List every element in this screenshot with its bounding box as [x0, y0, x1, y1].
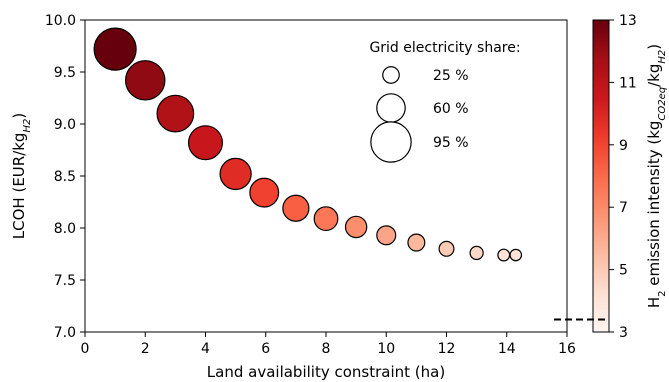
- y-tick-label: 7.0: [54, 325, 76, 341]
- legend-marker: [382, 66, 400, 84]
- legend-label: 60 %: [433, 101, 469, 117]
- y-tick-label: 7.5: [54, 273, 76, 289]
- x-tick-label: 2: [141, 341, 150, 357]
- data-point: [249, 177, 280, 208]
- colorbar-tick-label: 5: [619, 263, 628, 279]
- x-tick-label: 12: [438, 341, 456, 357]
- x-tick-label: 14: [498, 341, 516, 357]
- data-point: [156, 94, 195, 133]
- colorbar-label: H2 emission intensity (kgCO2eq/kgH2): [645, 44, 668, 308]
- data-point: [125, 60, 166, 101]
- colorbar-tick-label: 11: [619, 75, 637, 91]
- data-point: [219, 157, 252, 191]
- x-tick-label: 0: [81, 341, 90, 357]
- colorbar-tick-label: 3: [619, 325, 628, 341]
- y-tick-label: 8.0: [54, 221, 76, 237]
- legend-label: 25 %: [433, 68, 469, 84]
- data-point: [93, 27, 137, 71]
- data-point: [509, 248, 523, 262]
- x-axis-label: Land availability constraint (ha): [207, 363, 445, 381]
- data-point: [438, 240, 455, 257]
- y-tick-label: 9.5: [54, 65, 76, 81]
- data-point: [344, 215, 368, 239]
- data-point: [376, 225, 397, 246]
- colorbar-gradient: [592, 19, 610, 333]
- data-point: [282, 194, 310, 222]
- size-legend: Grid electricity share: 25 % 60 % 95 %: [369, 40, 521, 163]
- colorbar: 3 5 7 9 11 13: [554, 13, 637, 341]
- data-point: [187, 125, 224, 161]
- y-tick-label: 9.0: [54, 117, 76, 133]
- data-point: [497, 248, 511, 262]
- y-tick-label: 8.5: [54, 169, 76, 185]
- legend-marker: [376, 93, 406, 123]
- colorbar-tick-label: 13: [619, 13, 637, 29]
- legend-marker: [370, 121, 412, 163]
- data-point: [313, 206, 339, 232]
- y-axis-label: LCOH (EUR/kgH2): [10, 113, 33, 239]
- data-points: [93, 27, 523, 262]
- x-tick-label: 6: [261, 341, 270, 357]
- x-tick-label: 8: [322, 341, 331, 357]
- x-axis: 0 2 4 6 8 10 12 14 16: [81, 332, 576, 357]
- colorbar-tick-label: 7: [619, 200, 628, 216]
- data-point: [407, 233, 426, 252]
- data-point: [469, 245, 484, 261]
- colorbar-tick-label: 9: [619, 138, 628, 154]
- y-tick-label: 10.0: [45, 13, 76, 29]
- x-tick-label: 16: [558, 341, 576, 357]
- x-tick-label: 4: [201, 341, 210, 357]
- legend-label: 95 %: [433, 135, 469, 151]
- legend-title: Grid electricity share:: [369, 40, 520, 56]
- x-tick-label: 10: [377, 341, 395, 357]
- y-axis: 7.0 7.5 8.0 8.5 9.0 9.5 10.0: [45, 13, 85, 341]
